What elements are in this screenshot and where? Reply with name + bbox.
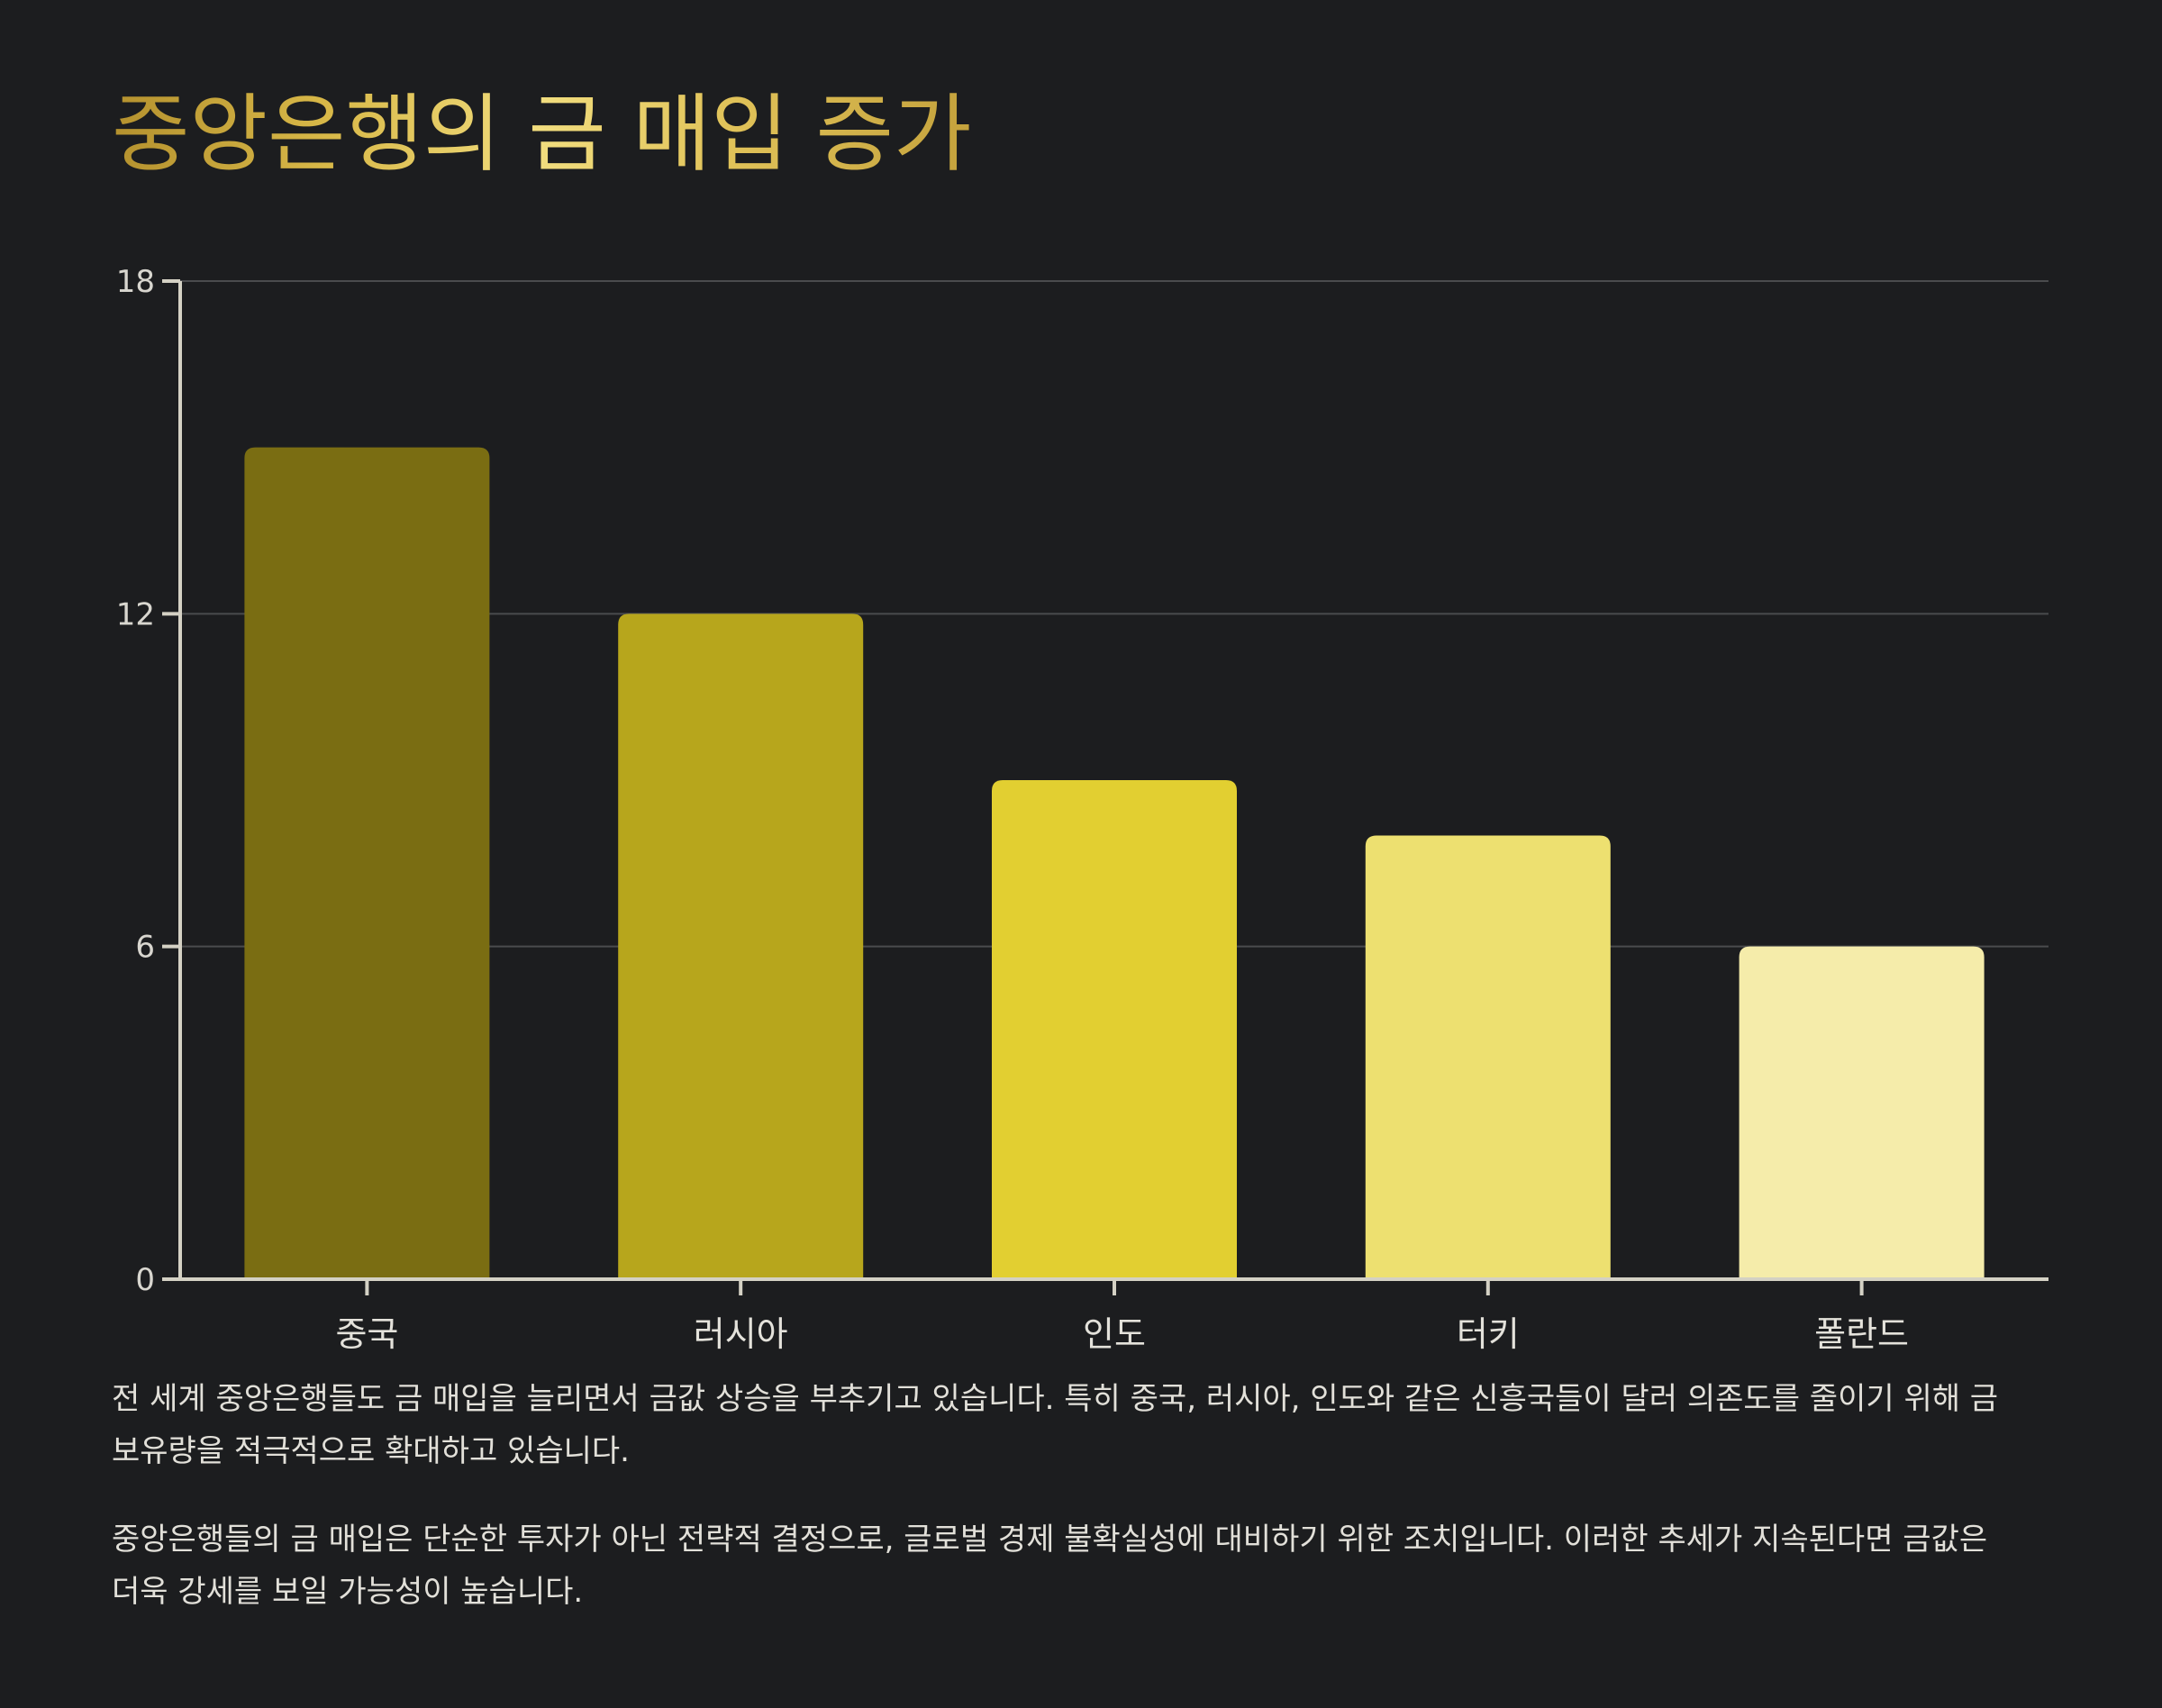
x-category-label: 인도	[1083, 1314, 1146, 1351]
bar-chart: 0 6 12 18 중국 러시아 인도 터키 폴란드	[116, 264, 2048, 1351]
axis-labels: 0 6 12 18 중국 러시아 인도 터키 폴란드	[116, 264, 1909, 1351]
bar-4	[1365, 835, 1611, 1279]
x-category-label: 러시아	[694, 1314, 788, 1351]
x-category-label: 터키	[1457, 1314, 1520, 1351]
x-category-label: 중국	[335, 1314, 398, 1351]
bar-5	[1739, 946, 1985, 1279]
y-tick-label: 18	[116, 264, 155, 300]
axes	[162, 279, 2048, 1295]
bars	[244, 447, 1985, 1280]
y-tick-label: 12	[116, 596, 155, 632]
page-title: 중앙은행의 금 매입 증가	[112, 81, 971, 189]
x-category-label: 폴란드	[1814, 1314, 1909, 1351]
y-tick-label: 0	[135, 1262, 155, 1298]
description-paragraph-2: 중앙은행들의 금 매입은 단순한 투자가 아닌 전략적 결정으로, 글로벌 경제…	[112, 1522, 1988, 1610]
bar-1	[244, 447, 490, 1280]
description-paragraph-1: 전 세계 중앙은행들도 금 매입을 늘리면서 금값 상승을 부추기고 있습니다.…	[112, 1381, 1999, 1469]
bar-3	[992, 780, 1237, 1279]
y-tick-label: 6	[135, 930, 155, 966]
bar-2	[618, 613, 864, 1279]
